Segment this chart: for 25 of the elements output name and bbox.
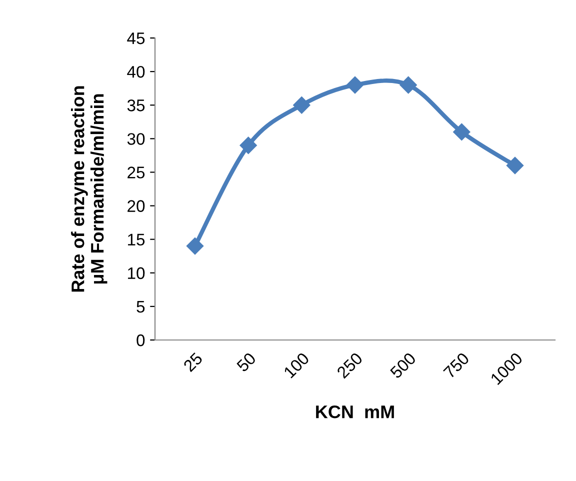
x-tick-label: 750 xyxy=(442,352,470,379)
y-tick-label: 10 xyxy=(128,267,145,280)
point xyxy=(186,237,204,255)
point xyxy=(400,76,417,94)
x-tick-label: 500 xyxy=(389,352,417,379)
x-tick-label: 50 xyxy=(236,352,257,372)
y-tick-label: 35 xyxy=(127,100,145,112)
y-axis-title: Rate of enzyme reaction μM Formamide/ml/min xyxy=(71,86,108,292)
x-tick-label: 100 xyxy=(283,352,310,379)
y-tick-label: 30 xyxy=(127,133,145,145)
x-tick-label: 25 xyxy=(182,352,204,372)
y-tick-label: 5 xyxy=(136,301,145,313)
point xyxy=(240,136,257,154)
y-tick-label: 0 xyxy=(136,334,145,346)
point xyxy=(453,123,470,141)
y-tick-label: 25 xyxy=(128,166,145,178)
y-tick-label: 20 xyxy=(128,200,145,212)
x-tick-label: 250 xyxy=(336,352,364,379)
y-tick-label: 40 xyxy=(127,66,145,78)
x-axis-title: KCN mM xyxy=(316,405,394,418)
point xyxy=(346,76,364,94)
y-tick-label: 15 xyxy=(128,234,145,246)
point xyxy=(293,96,310,114)
point xyxy=(506,156,524,174)
y-tick-label: 45 xyxy=(127,32,145,44)
